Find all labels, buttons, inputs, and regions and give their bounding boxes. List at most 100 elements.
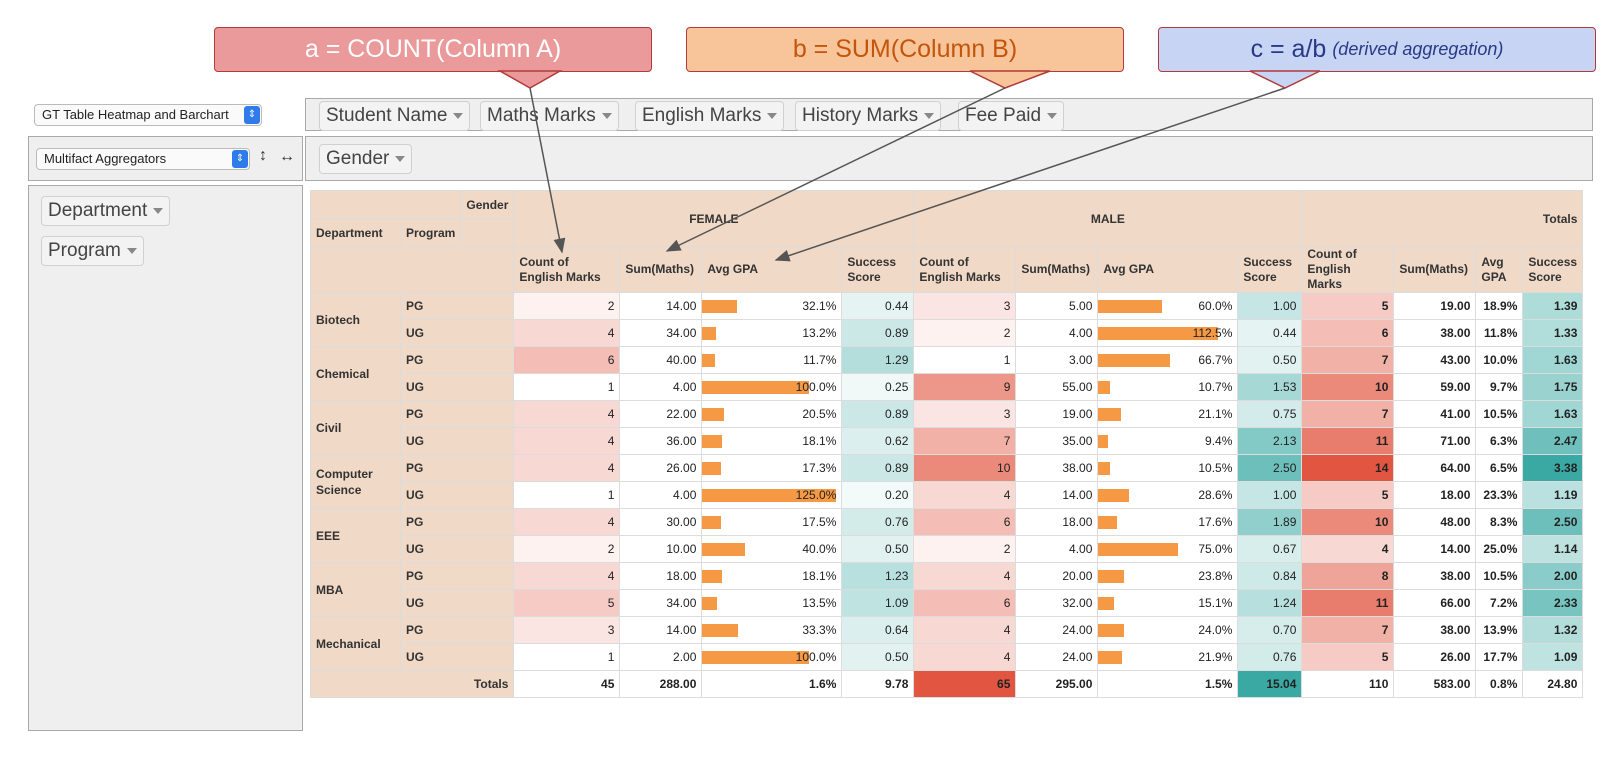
caret-down-icon[interactable] — [1047, 112, 1058, 119]
value-cell[interactable]: 14.00 — [619, 292, 703, 320]
total-cell[interactable]: 24.80 — [1522, 670, 1584, 698]
value-cell[interactable]: 10.0% — [1475, 346, 1524, 374]
value-cell[interactable]: 1 — [913, 346, 1017, 374]
aggregator-select[interactable]: Multifact Aggregators ⇕ — [36, 148, 250, 170]
measure-header[interactable]: Success Score — [841, 246, 915, 293]
value-cell[interactable]: 6 — [913, 589, 1017, 617]
value-cell[interactable]: 0.89 — [841, 319, 915, 347]
value-cell[interactable]: 48.00 — [1393, 508, 1477, 536]
field-pill-gender[interactable]: Gender — [319, 144, 413, 174]
row-header-program[interactable]: PG — [399, 508, 515, 536]
value-cell[interactable]: 34.00 — [619, 319, 703, 347]
value-cell[interactable]: 0.44 — [1237, 319, 1303, 347]
total-cell[interactable]: 0.8% — [1475, 670, 1524, 698]
value-cell[interactable]: 0.76 — [841, 508, 915, 536]
value-cell[interactable]: 1.33 — [1522, 319, 1584, 347]
value-cell[interactable]: 2 — [913, 535, 1017, 563]
value-cell[interactable]: 19.00 — [1393, 292, 1477, 320]
value-cell[interactable]: 26.00 — [1393, 643, 1477, 671]
value-cell[interactable]: 10 — [1301, 508, 1395, 536]
field-pill-student-name[interactable]: Student Name — [319, 101, 471, 131]
value-cell[interactable]: 17.6% — [1097, 508, 1239, 536]
swap-horizontal-icon[interactable]: ↔ — [279, 148, 295, 165]
value-cell[interactable]: 14.00 — [619, 616, 703, 644]
value-cell[interactable]: 32.00 — [1015, 589, 1099, 617]
value-cell[interactable]: 0.76 — [1237, 643, 1303, 671]
value-cell[interactable]: 14.00 — [1015, 481, 1099, 509]
field-pill-department[interactable]: Department — [41, 196, 171, 226]
value-cell[interactable]: 40.00 — [619, 346, 703, 374]
caret-down-icon[interactable] — [453, 112, 464, 119]
value-cell[interactable]: 0.89 — [841, 400, 915, 428]
value-cell[interactable]: 2.00 — [619, 643, 703, 671]
value-cell[interactable]: 1.53 — [1237, 373, 1303, 401]
value-cell[interactable]: 6 — [513, 346, 621, 374]
value-cell[interactable]: 5 — [1301, 481, 1395, 509]
value-cell[interactable]: 28.6% — [1097, 481, 1239, 509]
value-cell[interactable]: 4.00 — [1015, 535, 1099, 563]
measure-header[interactable]: Avg GPA — [701, 246, 843, 293]
value-cell[interactable]: 4 — [513, 508, 621, 536]
value-cell[interactable]: 18.00 — [619, 562, 703, 590]
value-cell[interactable]: 0.84 — [1237, 562, 1303, 590]
value-cell[interactable]: 36.00 — [619, 427, 703, 455]
field-pill-english-marks[interactable]: English Marks — [635, 101, 785, 131]
value-cell[interactable]: 26.00 — [619, 454, 703, 482]
value-cell[interactable]: 64.00 — [1393, 454, 1477, 482]
value-cell[interactable]: 30.00 — [619, 508, 703, 536]
row-header-program[interactable]: UG — [399, 427, 515, 455]
value-cell[interactable]: 3 — [913, 292, 1017, 320]
value-cell[interactable]: 5 — [1301, 292, 1395, 320]
value-cell[interactable]: 13.9% — [1475, 616, 1524, 644]
value-cell[interactable]: 24.0% — [1097, 616, 1239, 644]
value-cell[interactable]: 1.75 — [1522, 373, 1584, 401]
value-cell[interactable]: 2.13 — [1237, 427, 1303, 455]
value-cell[interactable]: 22.00 — [619, 400, 703, 428]
measure-header[interactable]: Success Score — [1237, 246, 1303, 293]
value-cell[interactable]: 4.00 — [619, 481, 703, 509]
value-cell[interactable]: 4 — [513, 400, 621, 428]
caret-down-icon[interactable] — [126, 247, 137, 254]
value-cell[interactable]: 100.0% — [701, 373, 843, 401]
measure-header[interactable]: Sum(Maths) — [1015, 246, 1099, 293]
field-pill-history-marks[interactable]: History Marks — [795, 101, 942, 131]
col-header-male[interactable]: MALE — [913, 190, 1303, 247]
row-header-program[interactable]: PG — [399, 616, 515, 644]
value-cell[interactable]: 1.09 — [1522, 643, 1584, 671]
value-cell[interactable]: 0.44 — [841, 292, 915, 320]
value-cell[interactable]: 10.5% — [1475, 400, 1524, 428]
value-cell[interactable]: 7 — [1301, 346, 1395, 374]
measure-header[interactable]: Sum(Maths) — [1393, 246, 1477, 293]
value-cell[interactable]: 8.3% — [1475, 508, 1524, 536]
value-cell[interactable]: 6.3% — [1475, 427, 1524, 455]
value-cell[interactable]: 40.0% — [701, 535, 843, 563]
measure-header[interactable]: Count of English Marks — [513, 246, 621, 293]
total-cell[interactable]: 1.5% — [1097, 670, 1239, 698]
value-cell[interactable]: 18.00 — [1015, 508, 1099, 536]
value-cell[interactable]: 4 — [513, 454, 621, 482]
value-cell[interactable]: 10.5% — [1475, 562, 1524, 590]
value-cell[interactable]: 59.00 — [1393, 373, 1477, 401]
value-cell[interactable]: 5 — [513, 589, 621, 617]
caret-down-icon[interactable] — [153, 207, 164, 214]
value-cell[interactable]: 1.89 — [1237, 508, 1303, 536]
total-cell[interactable]: 288.00 — [619, 670, 703, 698]
row-header-program[interactable]: PG — [399, 562, 515, 590]
value-cell[interactable]: 19.00 — [1015, 400, 1099, 428]
measure-header[interactable]: Avg GPA — [1475, 246, 1524, 293]
value-cell[interactable]: 1 — [513, 373, 621, 401]
value-cell[interactable]: 4.00 — [1015, 319, 1099, 347]
value-cell[interactable]: 32.1% — [701, 292, 843, 320]
value-cell[interactable]: 1.63 — [1522, 400, 1584, 428]
value-cell[interactable]: 66.00 — [1393, 589, 1477, 617]
value-cell[interactable]: 43.00 — [1393, 346, 1477, 374]
row-header-program[interactable]: UG — [399, 319, 515, 347]
value-cell[interactable]: 4.00 — [619, 373, 703, 401]
value-cell[interactable]: 1.63 — [1522, 346, 1584, 374]
row-header-department[interactable]: Computer Science — [310, 454, 401, 509]
row-header-program[interactable]: UG — [399, 535, 515, 563]
value-cell[interactable]: 1.00 — [1237, 292, 1303, 320]
value-cell[interactable]: 66.7% — [1097, 346, 1239, 374]
value-cell[interactable]: 1.23 — [841, 562, 915, 590]
value-cell[interactable]: 21.9% — [1097, 643, 1239, 671]
